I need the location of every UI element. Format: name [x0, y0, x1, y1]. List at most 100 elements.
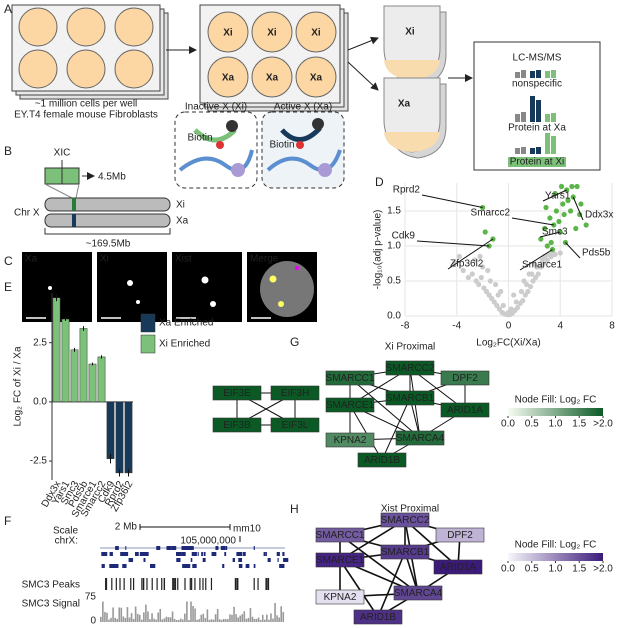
well-label: Xa	[222, 73, 235, 84]
node-label: SMARCA4	[396, 433, 445, 444]
node	[315, 589, 365, 605]
peak	[119, 578, 121, 590]
signal	[278, 617, 280, 622]
ms-label: Protein at Xa	[508, 123, 566, 134]
gene	[224, 552, 227, 556]
gene	[128, 558, 134, 562]
signal	[220, 619, 223, 622]
annotation: Cdk9	[392, 231, 416, 242]
signal	[161, 619, 164, 622]
scale-text: mm10	[233, 524, 261, 535]
point	[565, 197, 571, 204]
bar	[88, 363, 97, 403]
point	[498, 288, 504, 295]
tube-label: Xi	[405, 27, 415, 38]
peak	[173, 578, 175, 590]
x-tick-label: 0	[506, 321, 512, 332]
x-tick-label: 8	[609, 321, 615, 332]
signal	[110, 617, 112, 622]
legend-tick: 0.0	[501, 564, 515, 575]
track-label: 0	[90, 616, 96, 627]
node	[353, 609, 403, 625]
legend-tick: 0.5	[525, 564, 539, 575]
panel-label: C	[4, 254, 13, 268]
panel-label: F	[4, 514, 11, 528]
peak	[191, 578, 193, 590]
legend-title: Node Fill: Log₂ FC	[515, 540, 597, 551]
label: 4.5Mb	[98, 172, 126, 183]
legend-label: Xa Enriched	[159, 318, 213, 329]
node	[325, 397, 375, 413]
gene	[277, 558, 279, 562]
x-tick-label: -4	[452, 321, 461, 332]
annotation: Smarcc2	[471, 208, 511, 219]
node-label: SMARCA4	[394, 588, 443, 599]
bar	[124, 401, 133, 474]
point	[477, 253, 483, 260]
point	[480, 264, 486, 270]
node	[270, 385, 320, 401]
network-title: Xist Proximal	[381, 504, 439, 515]
signal	[272, 618, 274, 622]
track-label: Scale	[53, 526, 78, 537]
gene	[201, 552, 203, 556]
node	[440, 402, 490, 418]
node	[385, 390, 435, 406]
point	[548, 239, 554, 246]
signal	[253, 618, 256, 622]
signal	[282, 612, 285, 622]
channel-label: Xist	[175, 254, 192, 265]
node	[395, 430, 445, 446]
signal	[122, 616, 125, 622]
point	[538, 236, 544, 242]
peak	[172, 578, 174, 590]
point	[549, 246, 556, 253]
y-tick-label: 2.5	[33, 337, 47, 348]
signal	[196, 619, 198, 622]
signal	[231, 614, 233, 622]
signal	[237, 617, 239, 622]
gene	[150, 564, 156, 568]
peak	[174, 578, 177, 590]
signal	[225, 619, 227, 622]
signal	[255, 618, 258, 622]
gene	[184, 564, 191, 568]
point	[526, 271, 532, 277]
point	[514, 305, 521, 311]
node	[315, 552, 365, 568]
signal	[175, 619, 178, 622]
leader-line	[511, 217, 554, 226]
annotation: Yars1	[545, 191, 571, 202]
y-tick-label: 0.0	[33, 397, 47, 408]
peak	[142, 578, 145, 590]
peak	[105, 578, 107, 590]
gene	[253, 564, 256, 568]
panel-label: E	[4, 280, 12, 294]
peak	[205, 578, 207, 590]
legend-bar	[508, 553, 603, 561]
point	[460, 267, 466, 274]
bar	[115, 401, 124, 474]
point	[557, 250, 563, 256]
track-label: SMC3 Signal	[22, 599, 80, 610]
x-axis-title: Log₂FC(Xi/Xa)	[476, 338, 540, 349]
gene	[109, 552, 113, 556]
gene	[236, 552, 243, 556]
peak	[133, 578, 135, 590]
x-tick-label: 4	[557, 321, 563, 332]
peak	[115, 578, 117, 590]
track-label: 75	[85, 592, 97, 603]
peak	[156, 578, 158, 590]
point	[569, 183, 575, 190]
point	[482, 229, 488, 235]
gene	[176, 558, 181, 562]
node-label: KPNA2	[334, 435, 367, 446]
signal	[214, 614, 217, 622]
node-label: DPF2	[452, 373, 478, 384]
legend-tick: >2.0	[593, 419, 613, 430]
gene	[142, 552, 148, 556]
channel-label: Xa	[25, 254, 38, 265]
gene	[190, 558, 193, 562]
point	[568, 208, 574, 214]
y-tick-label: -2.5	[30, 456, 48, 467]
